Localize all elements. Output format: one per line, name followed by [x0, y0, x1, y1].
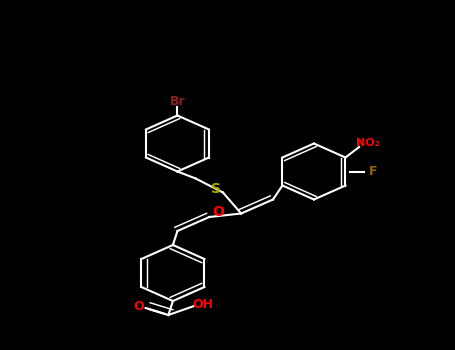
Text: NO₂: NO₂: [356, 139, 380, 148]
Text: Br: Br: [170, 95, 185, 108]
Text: O: O: [133, 300, 144, 313]
Text: OH: OH: [192, 298, 213, 311]
Text: F: F: [369, 165, 377, 178]
Text: S: S: [211, 182, 221, 196]
Text: O: O: [212, 205, 224, 219]
